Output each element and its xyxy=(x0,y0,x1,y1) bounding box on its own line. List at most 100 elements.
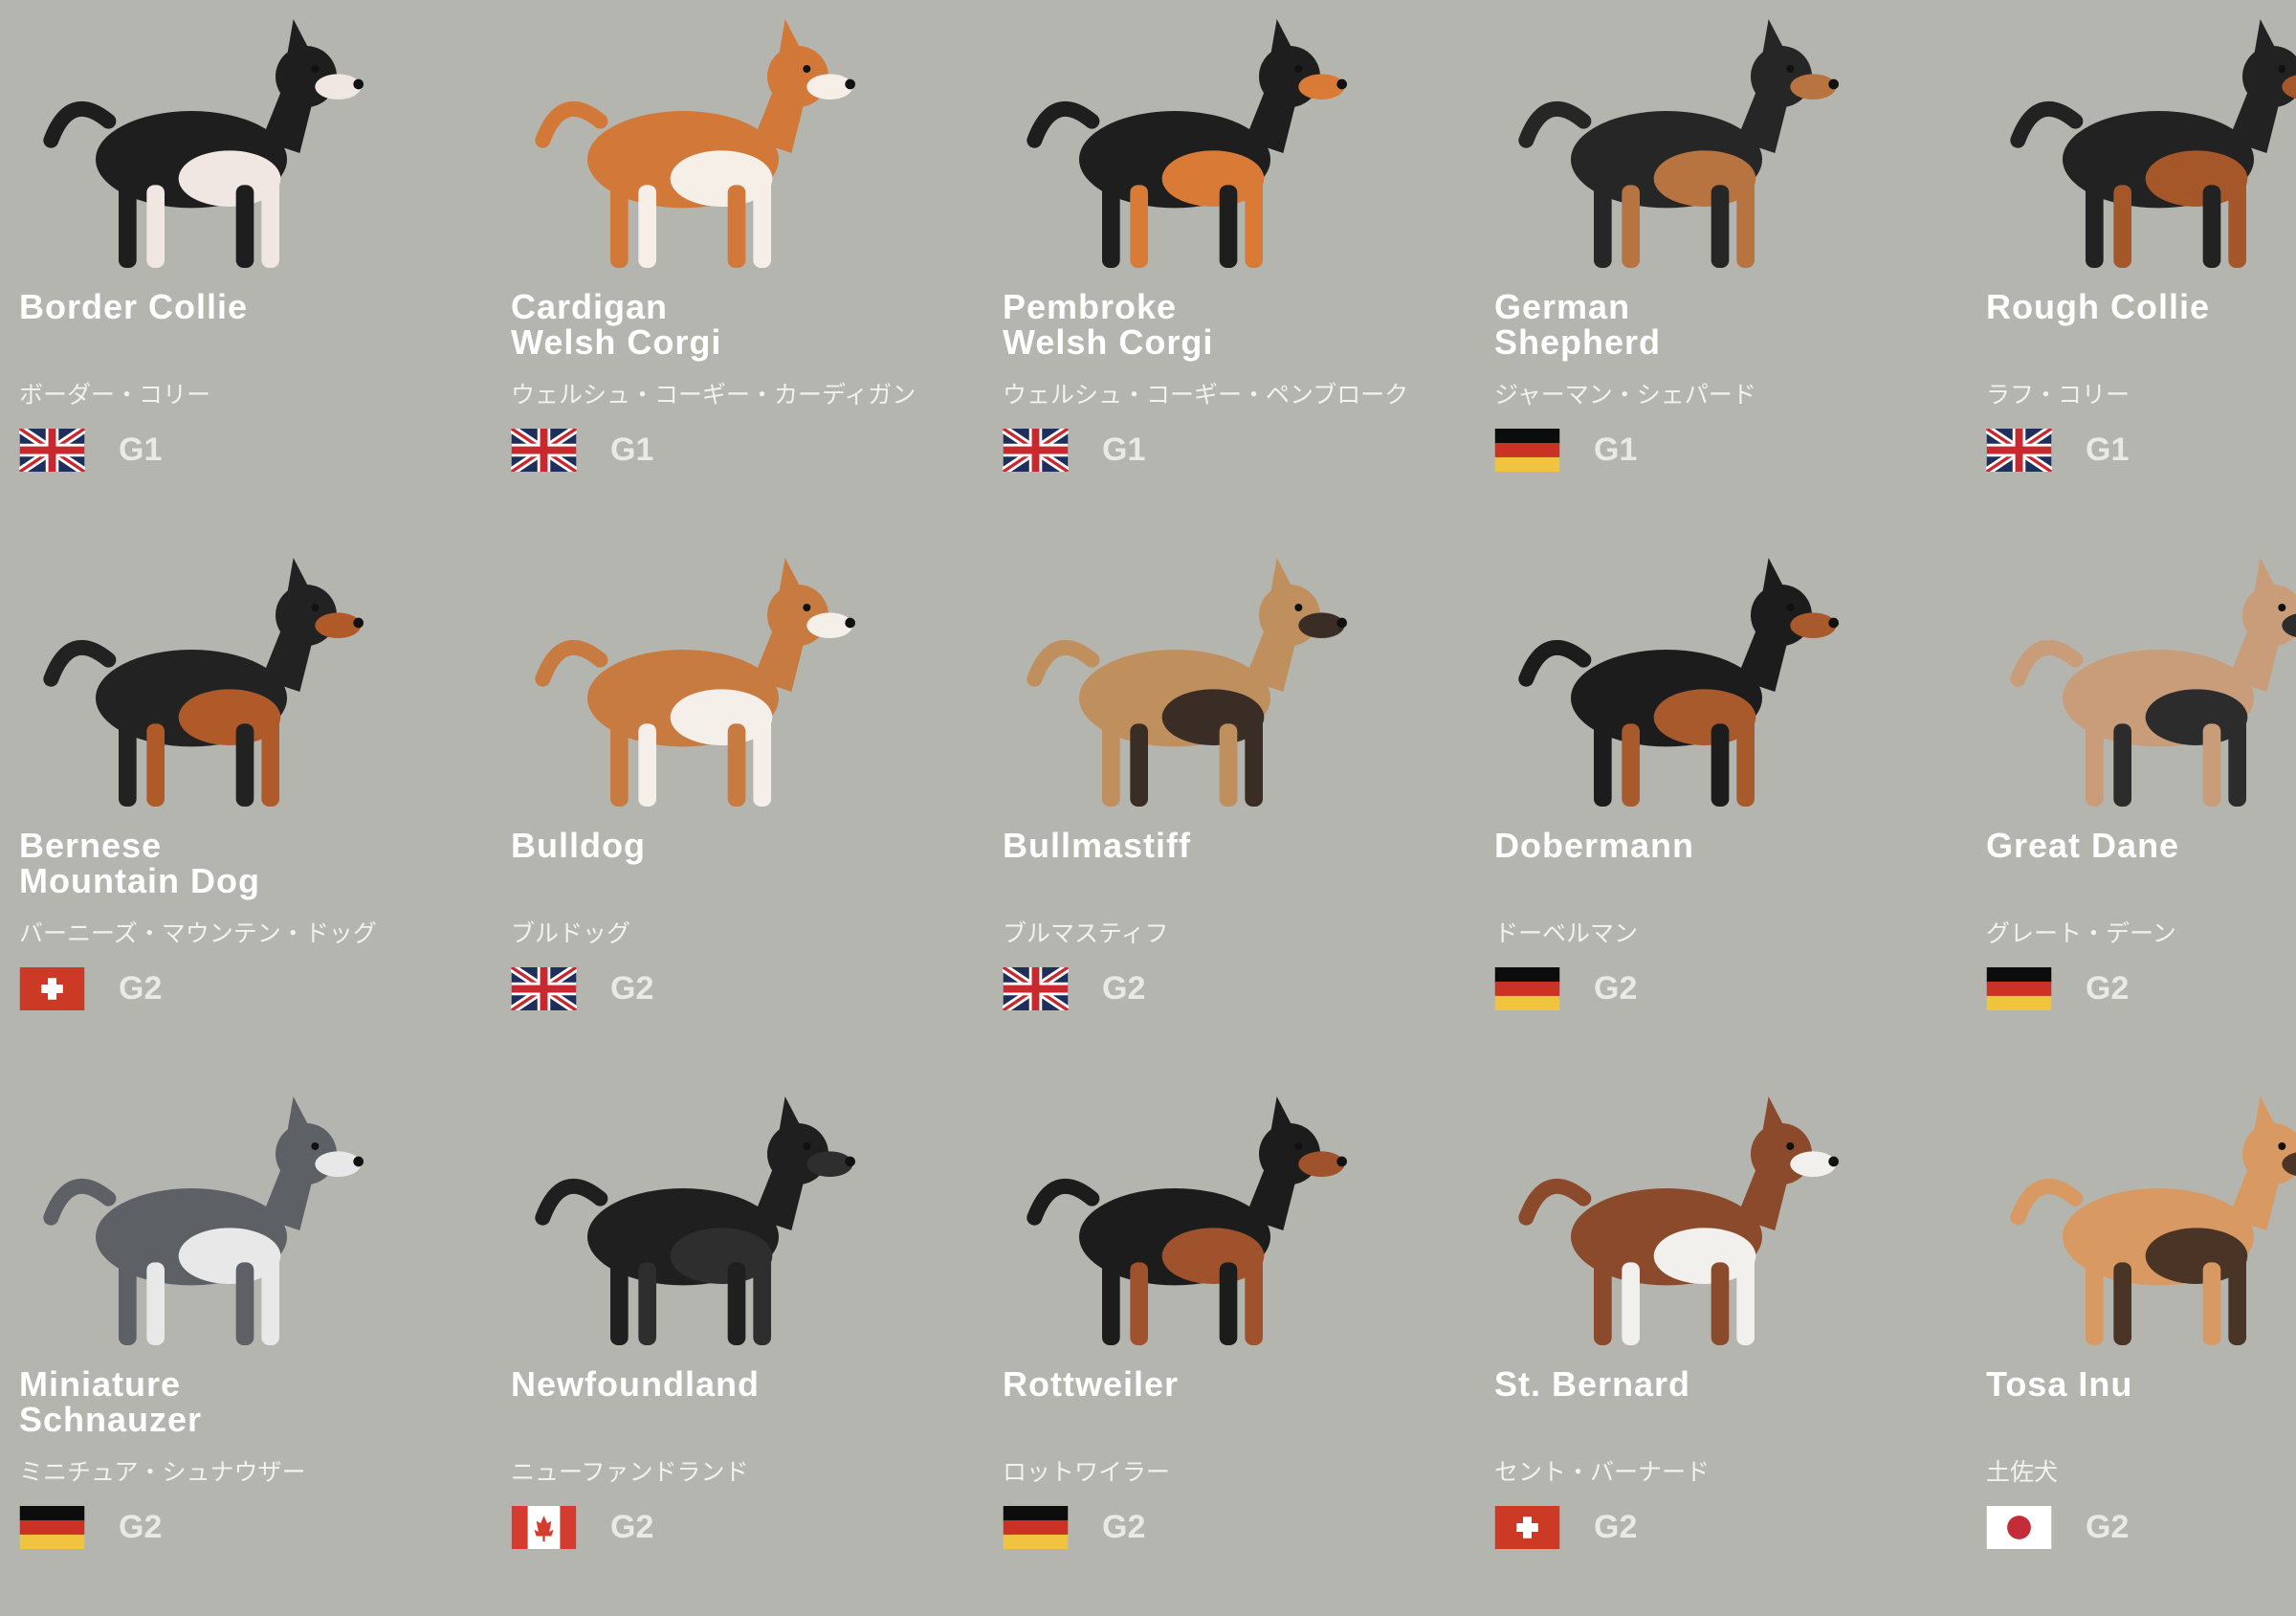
breed-meta: G1 xyxy=(19,429,162,472)
dog-muzzle xyxy=(806,74,853,100)
dog-tail xyxy=(1518,100,1592,148)
dog-muzzle xyxy=(1790,612,1837,638)
dog-leg xyxy=(1245,717,1263,807)
dog-leg xyxy=(1219,1262,1238,1345)
fci-group: G2 xyxy=(1594,1509,1638,1545)
breed-name: Pembroke Welsh Corgi xyxy=(1003,287,1214,362)
dog-tail xyxy=(1027,1178,1100,1226)
breed-meta: G2 xyxy=(1494,1506,1637,1549)
dog-leg xyxy=(1711,723,1730,807)
breed-card: Rottweiler ロットワイラー G2 xyxy=(1003,1077,1494,1616)
dog-tail xyxy=(1027,639,1100,687)
fci-group: G2 xyxy=(610,1509,654,1545)
dog-tail xyxy=(43,100,117,148)
breed-card: Cardigan Welsh Corgi ウェルシュ・コーギー・カーディガン G… xyxy=(511,0,1003,539)
dog-leg xyxy=(1102,717,1120,807)
dog-muzzle xyxy=(315,74,362,100)
dog-ear xyxy=(1762,558,1785,595)
breed-meta: G2 xyxy=(1986,1506,2129,1549)
dog-head xyxy=(2242,1123,2296,1184)
breed-name: Tosa Inu xyxy=(1986,1364,2133,1404)
dog-leg xyxy=(1622,185,1640,268)
dog-leg xyxy=(727,1262,746,1345)
dog-leg xyxy=(119,1255,137,1345)
breed-name: Rottweiler xyxy=(1003,1364,1180,1404)
dog-leg xyxy=(753,178,771,268)
dog-leg xyxy=(1711,185,1730,268)
breed-meta: G1 xyxy=(1003,429,1145,472)
breed-meta: G1 xyxy=(1986,429,2129,472)
dog-leg xyxy=(1219,723,1238,807)
de-flag xyxy=(1494,429,1560,472)
breed-name-japanese: ドーベルマン xyxy=(1494,919,1639,947)
dog-leg xyxy=(638,1262,656,1345)
dog-muzzle xyxy=(1790,1151,1837,1177)
dog-leg xyxy=(2228,178,2246,268)
dog-tail xyxy=(2010,100,2084,148)
fci-group: G1 xyxy=(2086,432,2130,468)
uk-flag xyxy=(1986,429,2052,472)
dog-leg xyxy=(146,723,165,807)
dog-leg xyxy=(235,723,254,807)
breed-name: Border Collie xyxy=(19,287,249,326)
dog-leg xyxy=(610,717,629,807)
breed-name-japanese: ミニチュア・シュナウザー xyxy=(19,1458,306,1486)
fci-group: G2 xyxy=(119,1509,163,1545)
dog-leg xyxy=(638,723,656,807)
dog-leg xyxy=(1736,717,1755,807)
breed-card: Miniature Schnauzer ミニチュア・シュナウザー G2 xyxy=(19,1077,511,1616)
dog-leg xyxy=(1622,1262,1640,1345)
dog-leg xyxy=(1594,178,1612,268)
ca-flag xyxy=(511,1506,577,1549)
dog-muzzle xyxy=(315,612,362,638)
dog-ear xyxy=(287,19,310,56)
breed-meta: G2 xyxy=(1003,967,1145,1010)
breed-card: Pembroke Welsh Corgi ウェルシュ・コーギー・ペンブローク G… xyxy=(1003,0,1494,539)
dog-tail xyxy=(1518,639,1592,687)
breed-meta: G2 xyxy=(511,967,653,1010)
breed-card: Bulldog ブルドッグ G2 xyxy=(511,539,1003,1077)
fci-group: G2 xyxy=(1102,1509,1146,1545)
breed-name: Rough Collie xyxy=(1986,287,2210,326)
dog-leg xyxy=(119,178,137,268)
breed-name: Dobermann xyxy=(1494,826,1695,865)
breed-meta: G2 xyxy=(19,967,162,1010)
dog-leg xyxy=(146,185,165,268)
breed-name-japanese: ニューファンドランド xyxy=(511,1458,749,1486)
dog-muzzle xyxy=(2282,1152,2296,1176)
dog-leg xyxy=(753,1255,771,1345)
breed-name: Bernese Mountain Dog xyxy=(19,826,260,900)
uk-flag xyxy=(19,429,85,472)
dog-ear xyxy=(2254,558,2277,595)
breed-name: Newfoundland xyxy=(511,1364,760,1404)
dog-tail xyxy=(43,1178,117,1226)
dog-leg xyxy=(2228,1255,2246,1345)
dog-muzzle xyxy=(1790,74,1837,100)
breed-name: Cardigan Welsh Corgi xyxy=(511,287,722,362)
dog-leg xyxy=(2086,717,2104,807)
dog-ear xyxy=(1762,19,1785,56)
breed-name: Bullmastiff xyxy=(1003,826,1192,865)
breed-name-japanese: ジャーマン・シェパード xyxy=(1494,381,1756,409)
dog-leg xyxy=(2113,1262,2131,1345)
breed-name-japanese: グレート・デーン xyxy=(1986,919,2176,947)
dog-leg xyxy=(1594,1255,1612,1345)
dog-ear xyxy=(287,1096,310,1134)
breed-name: Bulldog xyxy=(511,826,646,865)
dog-leg xyxy=(1130,723,1148,807)
breed-meta: G2 xyxy=(1986,967,2129,1010)
dog-ear xyxy=(287,558,310,595)
de-flag xyxy=(19,1506,85,1549)
dog-leg xyxy=(1130,185,1148,268)
dog-ear xyxy=(2254,1096,2277,1134)
dog-leg xyxy=(1245,178,1263,268)
fci-group: G2 xyxy=(2086,970,2130,1007)
breed-name-japanese: 土佐犬 xyxy=(1986,1458,2059,1486)
dog-leg xyxy=(119,717,137,807)
breed-name-japanese: ブルマスティフ xyxy=(1003,919,1169,947)
dog-leg xyxy=(1736,178,1755,268)
breed-name-japanese: ボーダー・コリー xyxy=(19,381,211,409)
fci-group: G1 xyxy=(610,432,654,468)
ch-flag xyxy=(19,967,85,1010)
dog-leg xyxy=(1102,178,1120,268)
